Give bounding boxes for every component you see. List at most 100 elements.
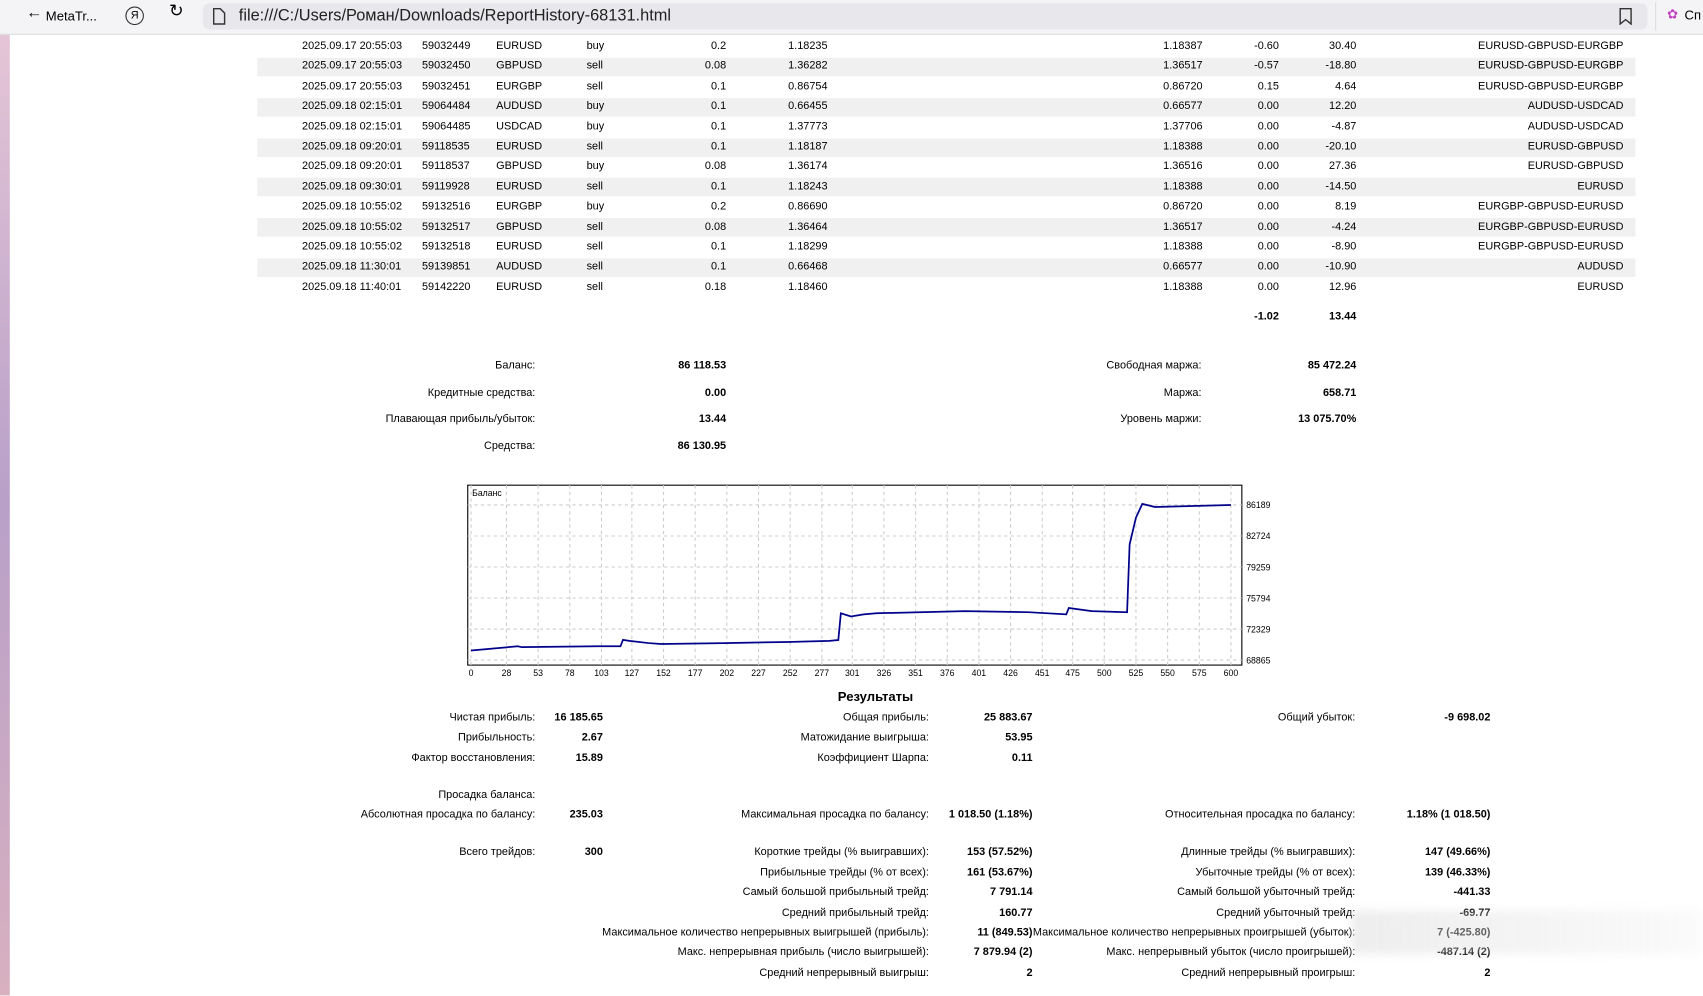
account-value: 13.44 [698, 413, 727, 426]
url: file:///C:/Users/Роман/Downloads/ReportH… [238, 6, 672, 26]
deal-price: 1.36282 [788, 60, 828, 73]
result-label: Убыточные трейды (% от всех): [1195, 866, 1356, 879]
result-value: 1 018.50 (1.18%) [948, 809, 1033, 821]
account-label: Кредитные средства: [427, 386, 536, 399]
chart-title: Баланс [472, 488, 502, 498]
x-tick-label: 401 [972, 668, 987, 678]
x-tick-label: 600 [1224, 668, 1239, 678]
deal-symbol: EURUSD [496, 180, 543, 193]
deal-volume: 0.1 [710, 120, 727, 133]
deal-comment: AUDUSD-USDCAD [1527, 100, 1624, 113]
y-tick-label: 86189 [1246, 500, 1270, 510]
deal-symbol: EURUSD [496, 240, 543, 253]
result-label: Прибыльные трейды (% от всех): [760, 866, 929, 879]
deal-volume: 0.1 [710, 80, 727, 93]
deal-type: buy [586, 120, 605, 133]
deal-symbol: EURUSD [496, 40, 543, 53]
deal-profit: 27.36 [1329, 160, 1357, 173]
tab-title[interactable]: MetaTr... [45, 8, 97, 24]
x-tick-label: 0 [469, 668, 474, 678]
deal-price: 1.18460 [788, 281, 828, 294]
x-tick-label: 575 [1192, 668, 1207, 678]
back-button[interactable]: ← [26, 3, 43, 22]
x-tick-label: 177 [688, 668, 703, 678]
deal-comment: EURGBP-GBPUSD-EURUSD [1478, 240, 1624, 253]
deal-price: 1.36464 [788, 220, 828, 233]
deal-profit: -18.80 [1325, 60, 1357, 73]
browser-toolbar: ← MetaTr... Я ↻ file:///C:/Users/Роман/D… [0, 0, 1703, 35]
deal-type: buy [586, 160, 605, 173]
result-value: 2.67 [581, 731, 603, 744]
row-stripe [257, 218, 1636, 237]
deal-close-price: 1.18388 [1163, 180, 1203, 193]
x-tick-label: 376 [940, 668, 955, 678]
row-stripe [257, 258, 1636, 277]
deal-type: buy [586, 100, 605, 113]
deal-commission: 0.00 [1257, 160, 1279, 173]
result-label: Средний непрерывный проигрыш: [1181, 967, 1356, 980]
deal-commission: -0.60 [1254, 40, 1279, 53]
row-stripe [257, 97, 1636, 117]
result-value: 7 879.94 (2) [973, 946, 1033, 959]
deal-volume: 0.1 [710, 240, 727, 253]
address-bar[interactable]: file:///C:/Users/Роман/Downloads/ReportH… [202, 3, 1648, 30]
deal-time: 2025.09.18 11:30:01 [302, 261, 402, 274]
deal-profit: 30.40 [1329, 40, 1357, 53]
deal-profit: 12.20 [1329, 100, 1357, 113]
result-label: Максимальная просадка по балансу: [741, 809, 929, 821]
deal-time: 2025.09.18 10:55:02 [302, 200, 403, 213]
deal-close-price: 0.66577 [1163, 100, 1203, 113]
deal-close-price: 0.86720 [1163, 80, 1203, 93]
reload-button[interactable]: ↻ [168, 2, 184, 21]
result-label: Просадка баланса: [438, 789, 536, 802]
result-value: 160.77 [999, 907, 1033, 920]
row-stripe [257, 57, 1636, 77]
result-value: 16 185.65 [554, 711, 603, 724]
x-tick-label: 103 [594, 668, 609, 678]
deal-profit: 12.96 [1329, 281, 1357, 294]
deal-symbol: EURUSD [496, 140, 543, 153]
deal-ticket: 59118535 [421, 140, 470, 153]
deal-close-price: 1.36517 [1163, 60, 1203, 73]
result-label: Коэффициент Шарпа: [817, 752, 929, 765]
x-tick-label: 202 [720, 668, 735, 678]
deal-ticket: 59118537 [421, 160, 470, 173]
result-label: Максимальное количество непрерывных выиг… [602, 926, 929, 939]
yandex-icon[interactable]: Я [125, 6, 144, 26]
deal-ticket: 59032450 [421, 60, 471, 73]
x-tick-label: 227 [751, 668, 766, 678]
x-tick-label: 127 [625, 668, 640, 678]
deal-profit: -20.10 [1325, 140, 1357, 153]
side-button[interactable]: ✿ Сп [1655, 2, 1703, 31]
deal-symbol: AUDUSD [496, 261, 543, 274]
bookmark-icon[interactable] [1618, 8, 1633, 26]
account-label: Плавающая прибыль/убыток: [385, 413, 536, 426]
deal-commission: 0.15 [1257, 80, 1279, 93]
balance-line [470, 502, 1231, 652]
deal-time: 2025.09.17 20:55:03 [302, 40, 403, 53]
result-label: Прибыльность: [457, 731, 536, 744]
deal-ticket: 59119928 [421, 180, 470, 193]
deal-time: 2025.09.17 20:55:03 [302, 60, 403, 73]
account-value: 86 118.53 [678, 359, 727, 372]
deal-type: sell [586, 281, 603, 294]
deal-volume: 0.18 [704, 281, 727, 294]
y-tick-label: 75794 [1246, 593, 1270, 603]
deal-ticket: 59064485 [421, 120, 471, 133]
deal-time: 2025.09.18 02:15:01 [302, 100, 403, 113]
x-tick-label: 301 [845, 668, 860, 678]
result-label: Максимальное количество непрерывных прои… [1032, 926, 1356, 939]
account-label: Свободная маржа: [1106, 359, 1202, 372]
deal-type: buy [586, 40, 605, 53]
deal-profit: 8.19 [1335, 200, 1357, 213]
deal-close-price: 1.18388 [1163, 240, 1203, 253]
deal-ticket: 59139851 [421, 261, 471, 274]
deal-close-price: 1.36517 [1163, 220, 1203, 233]
side-button-label: Сп [1684, 7, 1702, 23]
deal-comment: EURUSD-GBPUSD [1527, 160, 1624, 173]
account-value: 0.00 [704, 386, 727, 399]
deal-comment: EURGBP-GBPUSD-EURUSD [1478, 220, 1624, 233]
deal-type: sell [586, 140, 603, 153]
deal-close-price: 1.18388 [1163, 140, 1203, 153]
